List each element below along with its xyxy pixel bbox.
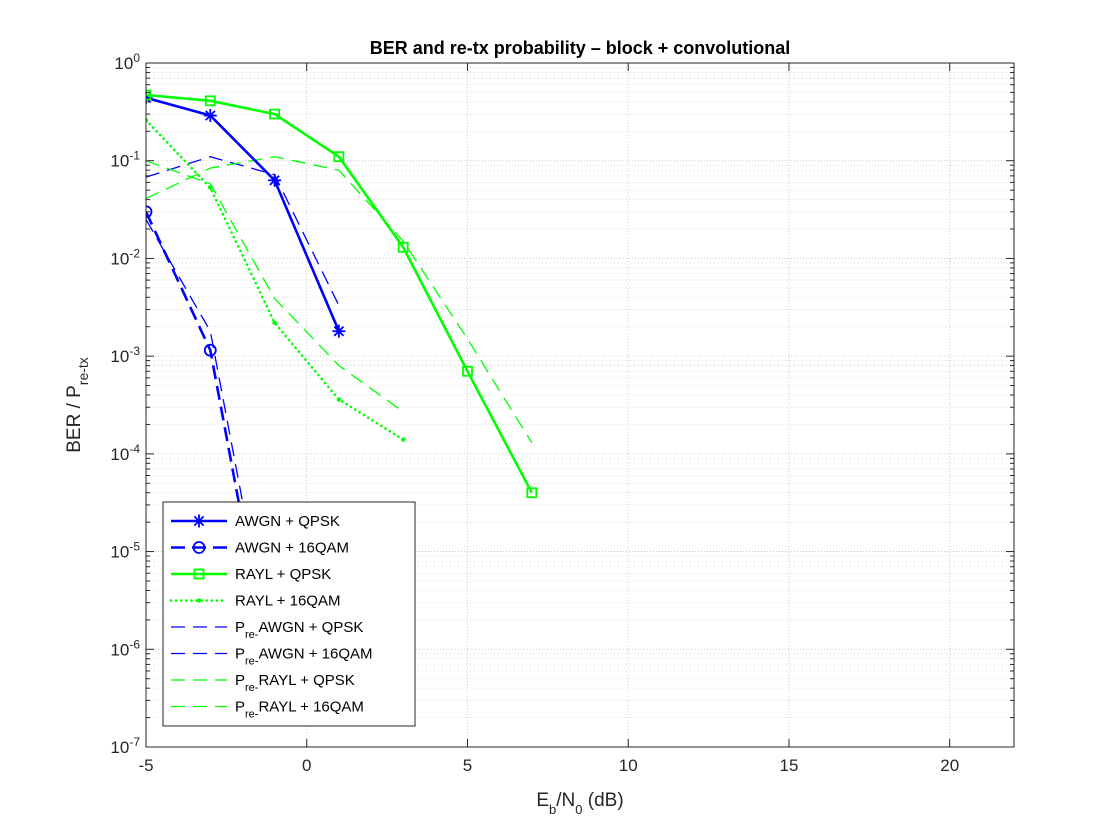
- marker-point: [208, 185, 213, 190]
- marker-circle: [192, 541, 206, 554]
- series-4: [146, 117, 406, 442]
- legend-entry: Pre-AWGN + QPSK: [171, 619, 363, 641]
- marker-square: [526, 487, 538, 499]
- marker-square: [204, 95, 216, 107]
- marker-point: [336, 397, 342, 402]
- legend-box: [162, 501, 416, 727]
- marker-point: [400, 437, 406, 442]
- legend-entry: Pre-RAYL + QPSK: [171, 672, 355, 694]
- series-line: [146, 156, 533, 444]
- legend-entry: AWGN + QPSK: [171, 513, 340, 530]
- x-tick-label: 10: [619, 756, 638, 775]
- series-5: [146, 156, 340, 306]
- marker-circle: [146, 205, 153, 219]
- y-tick-label: 10-2: [110, 246, 140, 268]
- marker-square: [146, 89, 152, 101]
- legend-entry: RAYL + 16QAM: [169, 593, 340, 610]
- series-line: [146, 156, 340, 306]
- y-tick-label: 100: [114, 51, 140, 73]
- y-tick-labels: 100 10-1 10-2 10-3 10-4 10-5 10-6 10-7: [110, 51, 140, 757]
- x-tick-label: 5: [463, 756, 472, 775]
- marker-point: [196, 598, 202, 603]
- series-line: [146, 96, 341, 332]
- legend-entry: AWGN + 16QAM: [171, 540, 349, 557]
- y-tick-label: 10-1: [110, 149, 140, 171]
- legend-label: RAYL + 16QAM: [235, 593, 340, 610]
- axis-ticks: [145, 62, 1014, 748]
- legend-label: Pre-RAYL + 16QAM: [235, 699, 364, 721]
- legend-entry: Pre-RAYL + 16QAM: [171, 699, 364, 721]
- series-line: [146, 118, 405, 441]
- legend-entry: RAYL + QPSK: [171, 566, 331, 583]
- x-axis-label: Eb/N0 (dB): [536, 790, 623, 817]
- marker-square: [269, 108, 280, 120]
- x-tick-labels: -5 0 5 10 15 20: [138, 756, 959, 775]
- y-tick-label: 10-3: [110, 344, 140, 366]
- chart-title: BER and re-tx probability – block + conv…: [370, 38, 791, 58]
- plot-border: [145, 62, 1015, 748]
- series-line: [146, 160, 404, 413]
- legend-label: Pre-AWGN + QPSK: [235, 619, 363, 641]
- marker-point: [146, 117, 149, 123]
- marker-square: [193, 568, 205, 580]
- legend-label: Pre-AWGN + 16QAM: [235, 646, 373, 668]
- y-tick-label: 10-4: [110, 442, 140, 464]
- legend-label: AWGN + 16QAM: [235, 540, 349, 557]
- legend-label: Pre-RAYL + QPSK: [235, 672, 355, 694]
- x-tick-label: 15: [780, 756, 799, 775]
- y-tick-label: 10-5: [110, 540, 140, 562]
- legend-label: RAYL + QPSK: [235, 566, 331, 583]
- series-line: [146, 93, 533, 494]
- x-tick-label: 20: [940, 756, 959, 775]
- legend-entry: Pre-AWGN + 16QAM: [171, 646, 373, 668]
- marker-asterisk: [332, 324, 346, 338]
- marker-square: [397, 241, 409, 253]
- y-tick-label: 10-7: [110, 735, 140, 757]
- marker-asterisk: [192, 514, 206, 528]
- series-7: [146, 156, 533, 444]
- y-axis-label: BER / Pre-tx: [64, 357, 91, 453]
- marker-square: [462, 365, 473, 377]
- legend: AWGN + QPSK AWGN + 16QAM RAYL + QPSK RAYL +…: [162, 501, 416, 727]
- series-3: [146, 89, 538, 499]
- marker-circle: [203, 343, 217, 357]
- marker-square: [333, 151, 345, 163]
- marker-asterisk: [268, 173, 282, 187]
- marker-point: [272, 320, 277, 325]
- marker-asterisk: [203, 109, 217, 123]
- series-8: [146, 160, 404, 413]
- x-tick-label: -5: [138, 756, 153, 775]
- y-tick-label: 10-6: [110, 637, 140, 659]
- legend-label: AWGN + QPSK: [235, 513, 340, 530]
- x-tick-label: 0: [302, 756, 311, 775]
